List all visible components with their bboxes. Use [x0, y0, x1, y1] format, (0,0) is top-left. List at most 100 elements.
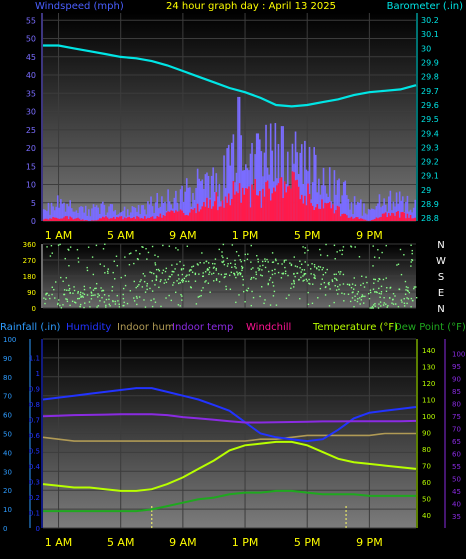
direction-point — [91, 295, 92, 296]
direction-point — [208, 269, 209, 270]
direction-point — [107, 271, 108, 272]
direction-point — [236, 271, 237, 272]
barometer-tick-label: 29.3 — [421, 143, 439, 152]
direction-point — [152, 290, 153, 291]
direction-point — [387, 306, 388, 307]
direction-point — [272, 282, 273, 283]
windspeed-axis-title: Windspeed (mph) — [35, 1, 124, 12]
direction-point — [404, 303, 405, 304]
average-bar — [105, 216, 107, 221]
direction-point — [357, 298, 358, 299]
direction-point — [214, 263, 215, 264]
direction-point — [160, 306, 161, 307]
direction-point — [63, 294, 64, 295]
average-bar — [405, 218, 407, 221]
average-bar — [83, 220, 85, 221]
direction-point — [46, 246, 47, 247]
average-bar — [313, 210, 315, 221]
direction-point — [383, 297, 384, 298]
direction-point — [362, 294, 363, 295]
humidity-pct-tick: 40 — [3, 449, 12, 457]
direction-point — [373, 307, 374, 308]
direction-point — [59, 244, 60, 245]
direction-point — [320, 284, 321, 285]
direction-point — [136, 296, 137, 297]
direction-point — [351, 287, 352, 288]
direction-point — [87, 294, 88, 295]
average-bar — [310, 203, 312, 221]
average-bar — [376, 217, 378, 221]
direction-point — [165, 297, 166, 298]
time-label: 1 AM — [45, 536, 73, 549]
gust-bar — [80, 206, 82, 221]
rainfall-tick: 0.9 — [29, 386, 40, 394]
direction-point — [261, 269, 262, 270]
direction-point — [146, 285, 147, 286]
average-bar — [399, 218, 401, 221]
direction-point — [284, 267, 285, 268]
time-label: 9 PM — [356, 536, 383, 549]
average-bar — [262, 189, 264, 221]
direction-point — [386, 277, 387, 278]
average-bar — [264, 197, 266, 221]
direction-point — [122, 305, 123, 306]
gust-bar — [369, 210, 371, 221]
direction-point — [293, 281, 294, 282]
average-bar — [259, 191, 261, 221]
direction-point — [383, 304, 384, 305]
direction-point — [241, 261, 242, 262]
direction-point — [383, 279, 384, 280]
direction-point — [181, 299, 182, 300]
legend-humidity: Humidity — [66, 322, 111, 333]
direction-point — [216, 268, 217, 269]
average-bar — [183, 213, 185, 221]
direction-point — [413, 288, 414, 289]
average-bar — [393, 213, 395, 221]
direction-point — [306, 279, 307, 280]
barometer-tick-label: 29.8 — [421, 73, 439, 82]
direction-point — [122, 294, 123, 295]
direction-point — [264, 258, 265, 259]
average-bar — [309, 194, 311, 221]
barometer-tick-label: 29.9 — [421, 59, 439, 68]
average-bar — [315, 207, 317, 221]
average-bar — [324, 203, 326, 221]
direction-point — [158, 269, 159, 270]
direction-point — [224, 264, 225, 265]
direction-point — [113, 272, 114, 273]
direction-point — [334, 245, 335, 246]
direction-point — [375, 279, 376, 280]
direction-point — [139, 253, 140, 254]
direction-point — [100, 287, 101, 288]
direction-point — [102, 290, 103, 291]
direction-point — [338, 271, 339, 272]
direction-point — [94, 288, 95, 289]
direction-point — [274, 269, 275, 270]
average-bar — [217, 210, 219, 221]
average-bar — [130, 218, 132, 221]
direction-point — [213, 273, 214, 274]
direction-point — [363, 283, 364, 284]
indoor-temp-tick: 90 — [452, 376, 461, 384]
direction-point — [67, 301, 68, 302]
average-bar — [317, 204, 319, 221]
direction-point — [307, 264, 308, 265]
average-bar — [289, 186, 291, 221]
direction-point — [262, 261, 263, 262]
average-bar — [256, 195, 258, 221]
direction-point — [276, 304, 277, 305]
average-bar — [390, 216, 392, 221]
wind-tick-label: 15 — [26, 162, 36, 171]
average-bar — [178, 211, 180, 221]
rainfall-tick: 0 — [36, 525, 40, 533]
temperature-tick: 60 — [422, 479, 431, 487]
average-bar — [348, 218, 350, 221]
direction-point — [303, 280, 304, 281]
average-bar — [186, 215, 188, 221]
legend-dew-point: Dew Point (°F) — [394, 322, 466, 333]
direction-point — [139, 296, 140, 297]
direction-point — [199, 296, 200, 297]
direction-point — [297, 266, 298, 267]
average-bar — [141, 218, 143, 221]
direction-point — [209, 271, 210, 272]
